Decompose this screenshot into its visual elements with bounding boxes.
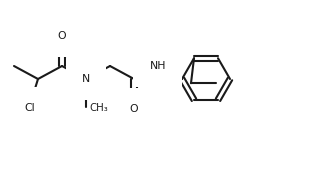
Text: Cl: Cl [25,103,35,113]
Text: CH₃: CH₃ [89,103,108,113]
Text: NH: NH [150,61,166,71]
Text: O: O [130,104,138,114]
Text: N: N [82,74,90,84]
Text: O: O [58,31,66,41]
